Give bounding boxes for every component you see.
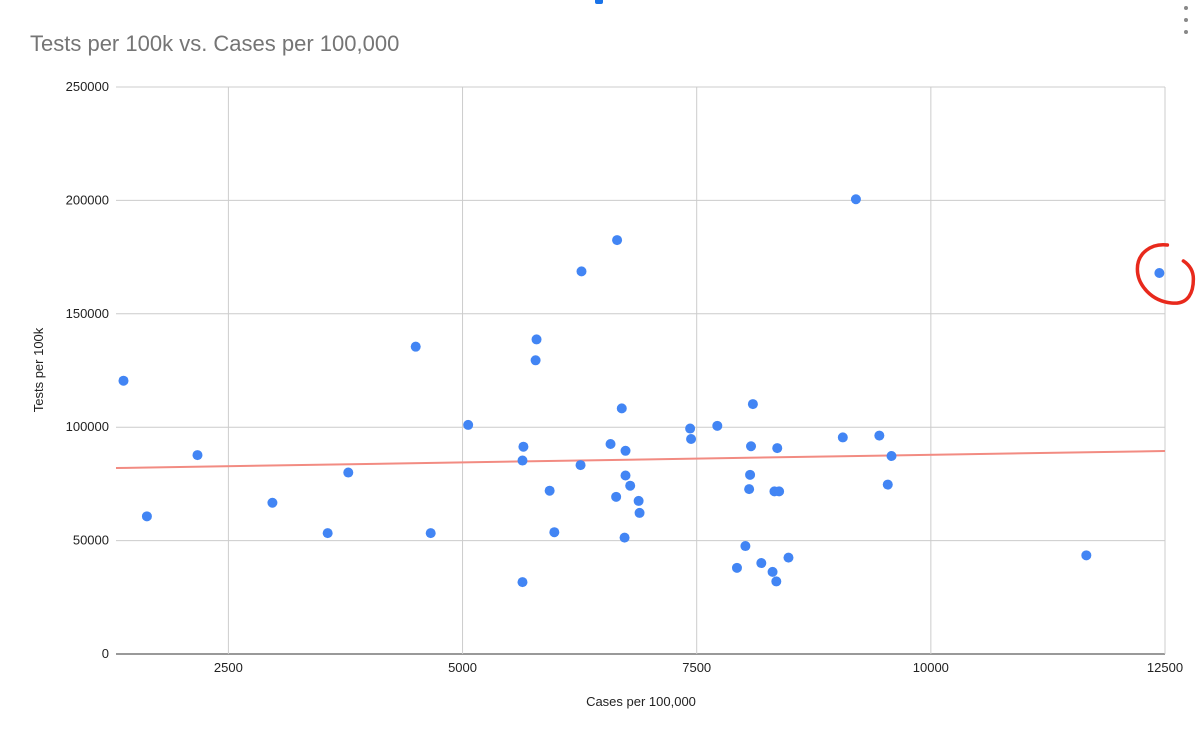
data-point [747,399,758,410]
data-point [740,541,751,552]
data-point [549,527,560,538]
data-point [850,194,861,205]
x-tick-label: 12500 [1147,660,1183,675]
y-tick-label: 100000 [66,419,109,434]
x-tick-label: 10000 [913,660,949,675]
data-point [410,341,421,352]
data-point [783,552,794,563]
tick-labels: 0 50000 100000 150000 200000 250000 2500 5000 75… [66,79,1183,675]
annotation-layer [1135,243,1196,305]
data-point [612,235,623,246]
data-point [620,470,631,481]
data-point [1081,550,1092,561]
more-options-icon[interactable] [1180,6,1192,34]
data-point [141,511,152,522]
data-point [625,480,636,491]
trendline [115,450,1166,470]
data-point [425,528,436,539]
data-point [686,433,697,444]
data-point [518,441,529,452]
y-axis-label: Tests per 100k [31,327,46,412]
data-point [463,419,474,430]
data-point [685,423,696,434]
annotation-circle [1135,243,1196,305]
data-point [575,460,586,471]
data-point [874,430,885,441]
data-point [712,420,723,431]
data-point [267,497,278,508]
data-point [746,441,757,452]
data-point [774,486,785,497]
y-tick-label: 0 [102,646,109,661]
data-point [745,469,756,480]
data-point [531,334,542,345]
trendline-layer [115,450,1166,470]
grid-lines [116,86,1166,655]
data-point [731,562,742,573]
data-point [744,484,755,495]
chart-title: Tests per 100k vs. Cases per 100,000 [30,31,400,56]
x-axis-label: Cases per 100,000 [586,694,696,709]
y-tick-label: 150000 [66,306,109,321]
x-tick-label: 7500 [682,660,711,675]
data-point [322,528,333,539]
data-point [343,467,354,478]
data-point [517,455,528,466]
y-tick-label: 50000 [73,533,109,548]
y-tick-label: 200000 [66,192,109,207]
data-point [576,266,587,277]
data-point [616,403,627,414]
data-point [544,485,555,496]
data-point [620,445,631,456]
data-point [633,495,644,506]
data-point [605,438,616,449]
data-point [634,507,645,518]
data-points [118,194,1165,588]
data-point [767,566,778,577]
data-point [611,491,622,502]
data-point [517,577,528,588]
data-point [837,432,848,443]
data-point [619,532,630,543]
data-point [882,479,893,490]
data-point [118,375,129,386]
data-point [772,443,783,454]
data-point [530,355,541,366]
y-tick-label: 250000 [66,79,109,94]
top-indicator [595,0,603,4]
data-point [1154,267,1165,278]
x-tick-label: 5000 [448,660,477,675]
data-point [886,451,897,462]
x-tick-label: 2500 [214,660,243,675]
data-point [756,558,767,569]
data-point [192,450,203,461]
data-point [771,576,782,587]
